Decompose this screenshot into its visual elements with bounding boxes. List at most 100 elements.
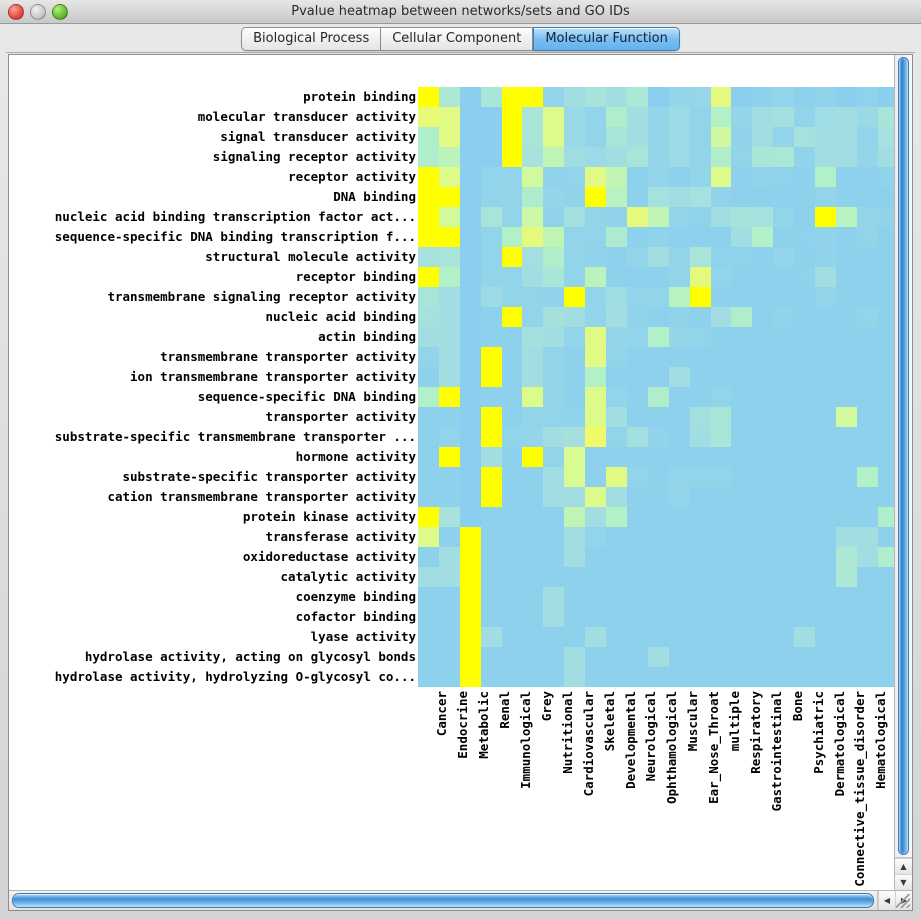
- heatmap-cell[interactable]: [438, 187, 460, 207]
- heatmap-cell[interactable]: [626, 467, 648, 487]
- heatmap-cell[interactable]: [626, 547, 648, 567]
- heatmap-cell[interactable]: [543, 587, 565, 607]
- heatmap-cell[interactable]: [856, 527, 878, 547]
- heatmap-cell[interactable]: [647, 667, 669, 687]
- heatmap-cell[interactable]: [626, 87, 648, 107]
- heatmap-cell[interactable]: [689, 207, 711, 227]
- heatmap-cell[interactable]: [668, 127, 690, 147]
- heatmap-cell[interactable]: [835, 307, 857, 327]
- heatmap-cell[interactable]: [710, 587, 732, 607]
- heatmap-cell[interactable]: [794, 327, 816, 347]
- heatmap-cell[interactable]: [480, 307, 502, 327]
- heatmap-cell[interactable]: [794, 467, 816, 487]
- heatmap-cell[interactable]: [459, 667, 481, 687]
- heatmap-cell[interactable]: [459, 327, 481, 347]
- heatmap-cell[interactable]: [815, 247, 836, 267]
- heatmap-cell[interactable]: [877, 107, 899, 127]
- heatmap-cell[interactable]: [773, 467, 795, 487]
- heatmap-cell[interactable]: [731, 527, 753, 547]
- heatmap-cell[interactable]: [752, 327, 774, 347]
- heatmap-cell[interactable]: [773, 147, 795, 167]
- heatmap-cell[interactable]: [856, 307, 878, 327]
- heatmap-cell[interactable]: [606, 427, 627, 447]
- heatmap-cell[interactable]: [438, 207, 460, 227]
- heatmap-cell[interactable]: [877, 307, 899, 327]
- horizontal-scroll-thumb[interactable]: [12, 893, 874, 908]
- heatmap-cell[interactable]: [647, 347, 669, 367]
- heatmap-cell[interactable]: [731, 307, 753, 327]
- heatmap-cell[interactable]: [668, 247, 690, 267]
- heatmap-cell[interactable]: [564, 487, 586, 507]
- heatmap-cell[interactable]: [877, 87, 899, 107]
- heatmap-cell[interactable]: [438, 447, 460, 467]
- heatmap-cell[interactable]: [668, 627, 690, 647]
- heatmap-grid[interactable]: [418, 87, 899, 687]
- heatmap-cell[interactable]: [856, 107, 878, 127]
- heatmap-cell[interactable]: [459, 527, 481, 547]
- heatmap-cell[interactable]: [438, 267, 460, 287]
- heatmap-cell[interactable]: [710, 547, 732, 567]
- heatmap-cell[interactable]: [856, 387, 878, 407]
- heatmap-cell[interactable]: [418, 207, 439, 227]
- heatmap-cell[interactable]: [752, 107, 774, 127]
- heatmap-cell[interactable]: [543, 227, 565, 247]
- heatmap-cell[interactable]: [710, 187, 732, 207]
- heatmap-cell[interactable]: [459, 207, 481, 227]
- heatmap-cell[interactable]: [710, 307, 732, 327]
- heatmap-cell[interactable]: [668, 207, 690, 227]
- heatmap-cell[interactable]: [773, 587, 795, 607]
- heatmap-cell[interactable]: [835, 507, 857, 527]
- heatmap-cell[interactable]: [438, 647, 460, 667]
- heatmap-cell[interactable]: [815, 347, 836, 367]
- heatmap-cell[interactable]: [647, 127, 669, 147]
- heatmap-cell[interactable]: [626, 267, 648, 287]
- heatmap-cell[interactable]: [794, 87, 816, 107]
- heatmap-cell[interactable]: [647, 287, 669, 307]
- heatmap-cell[interactable]: [585, 507, 607, 527]
- heatmap-cell[interactable]: [710, 427, 732, 447]
- heatmap-cell[interactable]: [731, 187, 753, 207]
- heatmap-cell[interactable]: [835, 127, 857, 147]
- heatmap-cell[interactable]: [689, 127, 711, 147]
- heatmap-cell[interactable]: [564, 387, 586, 407]
- heatmap-cell[interactable]: [877, 207, 899, 227]
- heatmap-cell[interactable]: [835, 427, 857, 447]
- heatmap-cell[interactable]: [564, 347, 586, 367]
- heatmap-cell[interactable]: [585, 387, 607, 407]
- heatmap-cell[interactable]: [418, 127, 439, 147]
- heatmap-cell[interactable]: [522, 507, 544, 527]
- heatmap-cell[interactable]: [835, 227, 857, 247]
- heatmap-cell[interactable]: [543, 87, 565, 107]
- heatmap-cell[interactable]: [626, 587, 648, 607]
- heatmap-cell[interactable]: [794, 127, 816, 147]
- heatmap-cell[interactable]: [710, 567, 732, 587]
- heatmap-cell[interactable]: [668, 187, 690, 207]
- heatmap-cell[interactable]: [794, 507, 816, 527]
- heatmap-cell[interactable]: [501, 247, 523, 267]
- heatmap-cell[interactable]: [585, 107, 607, 127]
- heatmap-cell[interactable]: [501, 187, 523, 207]
- heatmap-cell[interactable]: [522, 667, 544, 687]
- heatmap-cell[interactable]: [606, 627, 627, 647]
- heatmap-cell[interactable]: [626, 147, 648, 167]
- heatmap-cell[interactable]: [438, 107, 460, 127]
- heatmap-cell[interactable]: [585, 607, 607, 627]
- heatmap-cell[interactable]: [543, 327, 565, 347]
- heatmap-cell[interactable]: [647, 267, 669, 287]
- heatmap-cell[interactable]: [418, 227, 439, 247]
- heatmap-cell[interactable]: [418, 607, 439, 627]
- heatmap-cell[interactable]: [794, 667, 816, 687]
- heatmap-cell[interactable]: [689, 407, 711, 427]
- heatmap-cell[interactable]: [647, 87, 669, 107]
- heatmap-cell[interactable]: [585, 367, 607, 387]
- heatmap-cell[interactable]: [794, 147, 816, 167]
- heatmap-cell[interactable]: [564, 667, 586, 687]
- heatmap-cell[interactable]: [480, 587, 502, 607]
- heatmap-cell[interactable]: [543, 627, 565, 647]
- heatmap-cell[interactable]: [438, 367, 460, 387]
- heatmap-cell[interactable]: [626, 567, 648, 587]
- heatmap-cell[interactable]: [773, 247, 795, 267]
- heatmap-cell[interactable]: [501, 107, 523, 127]
- heatmap-cell[interactable]: [418, 667, 439, 687]
- heatmap-cell[interactable]: [815, 567, 836, 587]
